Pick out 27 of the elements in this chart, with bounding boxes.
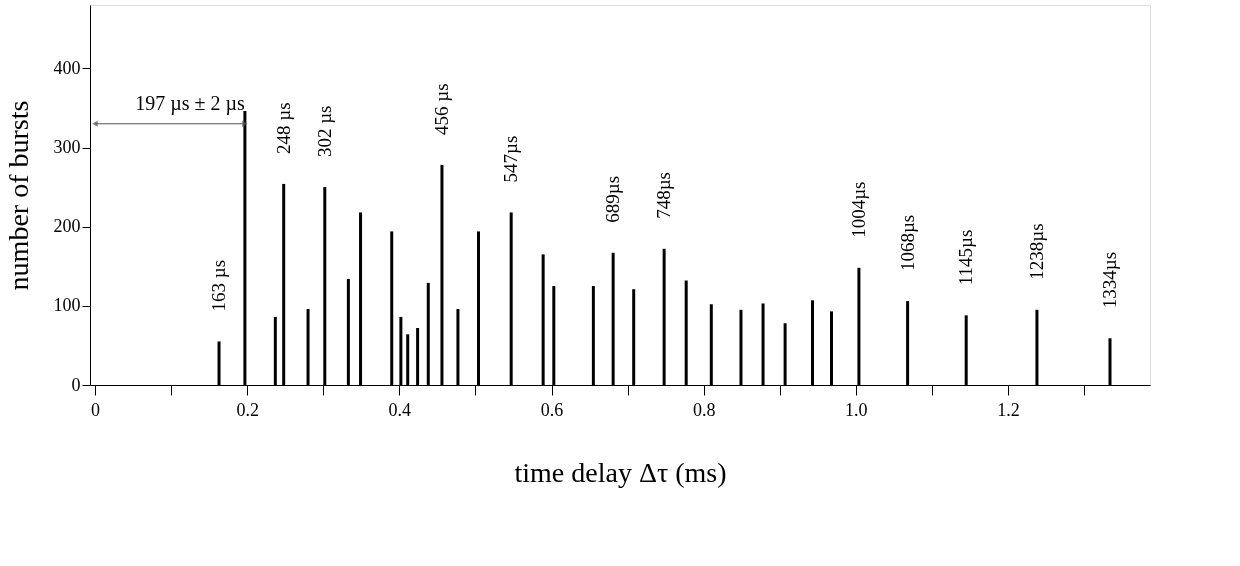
x-tick-label: 1.2 (997, 399, 1020, 420)
y-axis-title: number of bursts (2, 100, 34, 291)
y-tick-label: 300 (53, 137, 81, 157)
annotation: 197 µs ± 2 µs (135, 91, 246, 115)
x-tick-label: 0.2 (236, 399, 259, 420)
x-axis-title: time delay Δτ (ms) (514, 456, 727, 488)
annotation: 248 µs (272, 102, 294, 154)
annotation: 1334µs (1099, 251, 1120, 309)
annotation: 163 µs (208, 259, 230, 312)
annotation: 1238µs (1025, 223, 1047, 280)
y-tick-label: 200 (53, 216, 81, 237)
annotation: 1004µs (847, 181, 869, 238)
annotation: 302 µs (313, 105, 335, 158)
annotation: 689µs (602, 175, 624, 223)
x-tick-label: 0 (91, 399, 100, 420)
x-tick-label: 0.4 (388, 399, 412, 420)
annotation: 456 µs (430, 83, 452, 135)
y-tick-label: 0 (71, 374, 81, 395)
x-tick-label: 0.6 (540, 399, 564, 420)
y-tick-label: 100 (53, 295, 81, 316)
annotation: 1068µs (896, 214, 918, 272)
y-tick-label: 400 (53, 57, 81, 78)
x-tick-label: 1.0 (845, 399, 868, 420)
x-tick-label: 0.8 (692, 399, 716, 420)
annotation: 1145µs (955, 229, 977, 286)
annotation: 547µs (500, 135, 522, 183)
annotation: 748µs (653, 171, 675, 219)
